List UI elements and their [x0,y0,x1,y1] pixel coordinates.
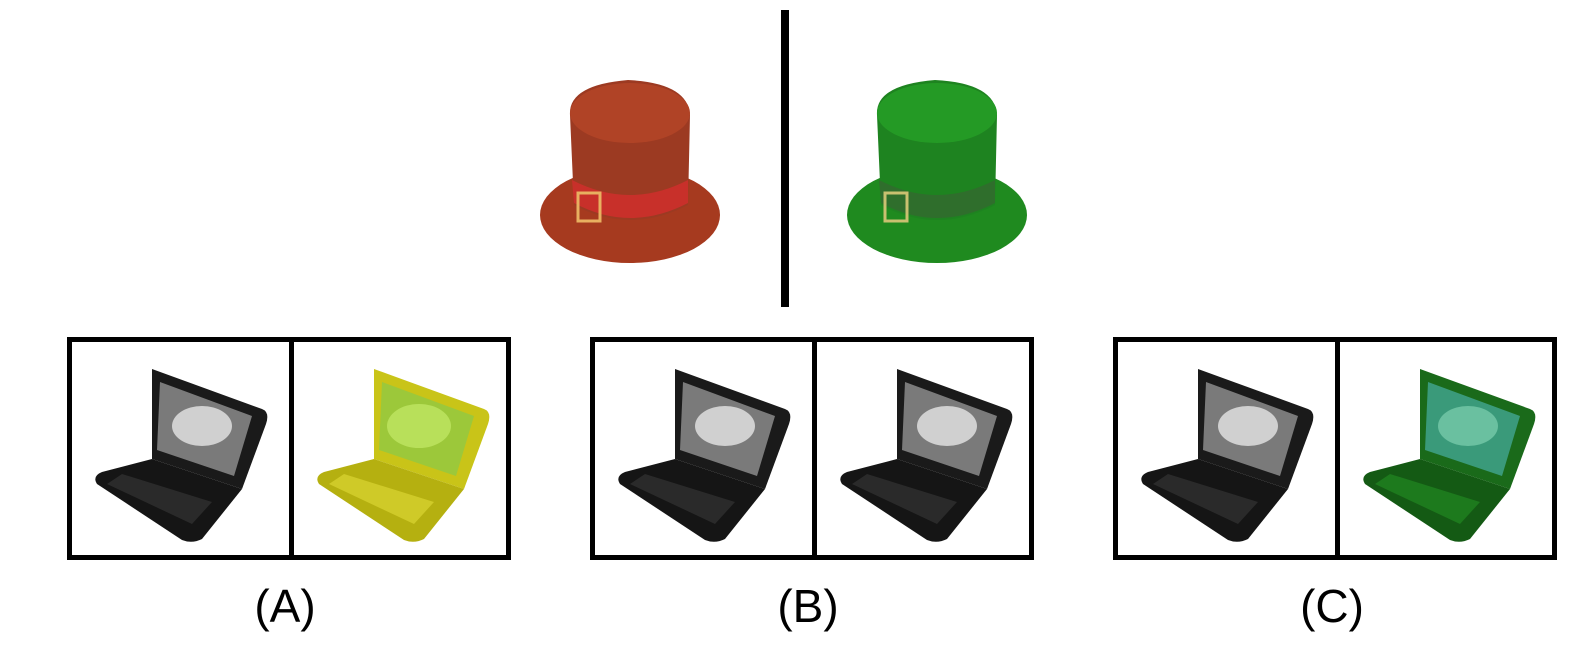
option-b-divider [812,342,817,555]
option-a-divider [289,342,294,555]
laptop-icon [317,369,490,542]
divider-line [781,10,789,307]
laptop-icon [1363,369,1536,542]
option-c-panel[interactable] [1113,337,1557,560]
option-a-panel[interactable] [67,337,511,560]
top-hat-icon-red [540,80,720,263]
option-a-right-cell [294,342,506,555]
option-b-label: (B) [777,580,839,632]
option-a-label: (A) [254,580,316,632]
option-c-divider [1335,342,1340,555]
option-c-label: (C) [1300,580,1364,632]
laptop-icon [1141,369,1314,542]
option-b-panel[interactable] [590,337,1034,560]
option-a-left-cell [72,342,289,555]
option-b-left-cell [595,342,812,555]
laptop-icon [95,369,268,542]
option-c-left-cell [1118,342,1335,555]
top-hat-icon-green [847,80,1027,263]
option-c-right-cell [1340,342,1552,555]
laptop-icon [840,369,1013,542]
option-b-right-cell [817,342,1029,555]
laptop-icon [618,369,791,542]
